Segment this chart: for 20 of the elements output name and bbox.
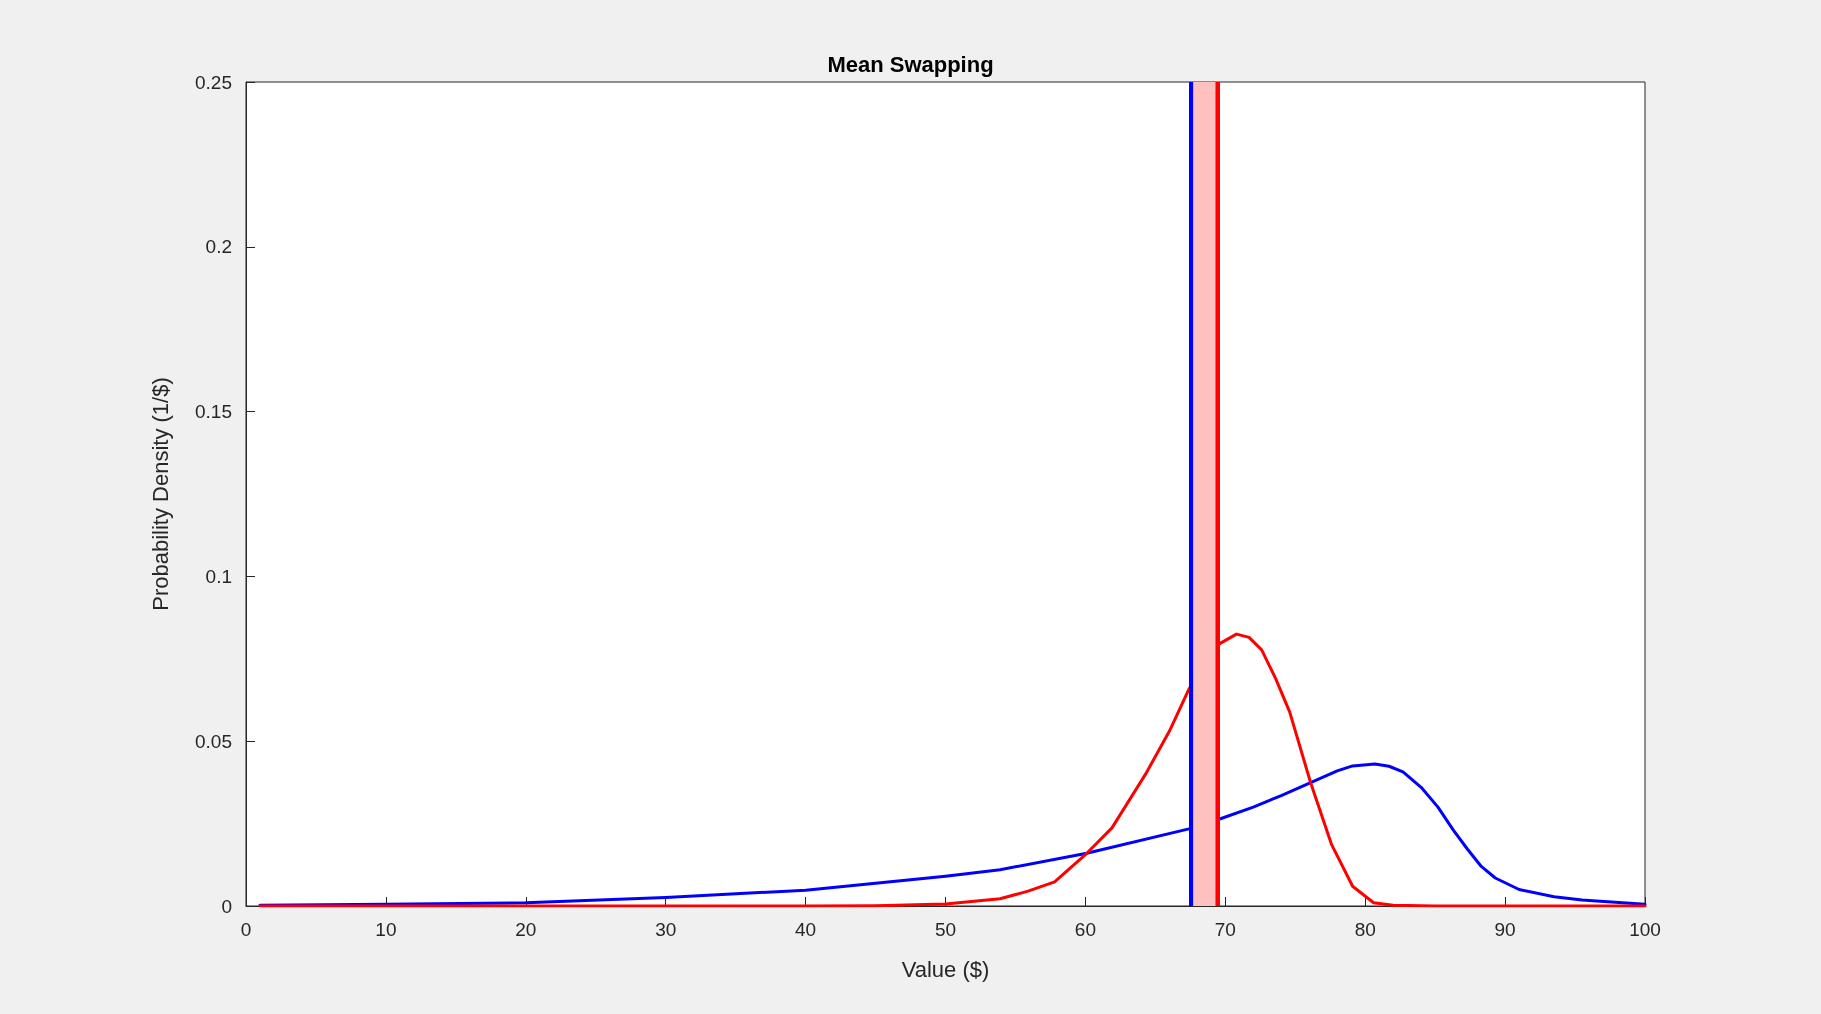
y-tick-label: 0.05 [195,730,232,752]
y-tick-label: 0.15 [195,401,232,423]
x-tick-label: 0 [240,919,252,940]
x-tick-label: 20 [515,919,537,940]
y-tick-label: 0.1 [205,565,232,587]
y-tick-label: 0.25 [195,71,232,93]
chart-title: Mean Swapping [827,51,994,77]
x-tick-label: 90 [1494,919,1516,940]
x-tick-label: 10 [375,919,397,940]
y-tick-label: 0 [221,895,232,917]
x-tick-label: 70 [1214,919,1236,940]
y-axis-title: Probability Density (1/$) [147,377,173,611]
x-tick-label: 50 [934,919,957,940]
x-axis-title: Value ($) [901,956,990,982]
x-tick-label: 40 [795,919,817,940]
x-tick-label: 30 [655,919,677,940]
y-tick-label: 0.2 [205,236,232,258]
x-tick-label: 100 [1629,919,1661,940]
x-tick-label: 60 [1074,919,1096,940]
x-tick-label: 80 [1354,919,1376,940]
